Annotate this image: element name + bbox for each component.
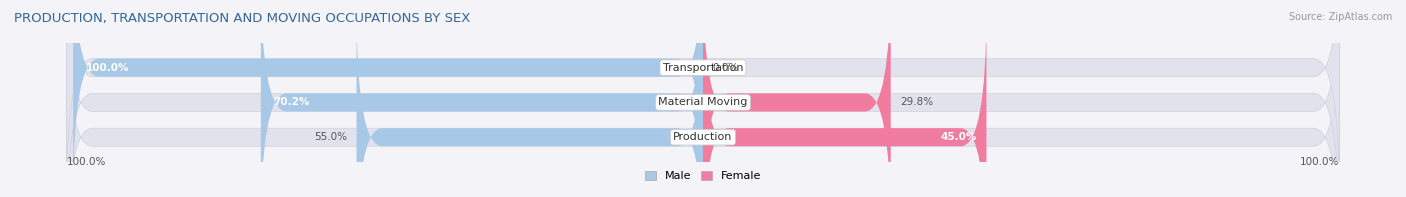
FancyBboxPatch shape [66,7,1340,197]
FancyBboxPatch shape [262,0,703,197]
FancyBboxPatch shape [66,0,1340,197]
FancyBboxPatch shape [73,0,703,197]
Text: 100.0%: 100.0% [86,63,129,73]
Text: Production: Production [673,132,733,142]
Text: Source: ZipAtlas.com: Source: ZipAtlas.com [1288,12,1392,22]
Text: 100.0%: 100.0% [1301,157,1340,166]
FancyBboxPatch shape [703,7,987,197]
Text: 45.0%: 45.0% [941,132,977,142]
FancyBboxPatch shape [357,7,703,197]
Text: 55.0%: 55.0% [314,132,347,142]
Text: Material Moving: Material Moving [658,98,748,107]
Text: 0.0%: 0.0% [713,63,740,73]
FancyBboxPatch shape [66,0,1340,197]
Text: 70.2%: 70.2% [274,98,311,107]
FancyBboxPatch shape [703,0,891,197]
Text: 29.8%: 29.8% [900,98,934,107]
Text: Transportation: Transportation [662,63,744,73]
Legend: Male, Female: Male, Female [641,166,765,186]
Text: 100.0%: 100.0% [66,157,105,166]
Text: PRODUCTION, TRANSPORTATION AND MOVING OCCUPATIONS BY SEX: PRODUCTION, TRANSPORTATION AND MOVING OC… [14,12,471,25]
